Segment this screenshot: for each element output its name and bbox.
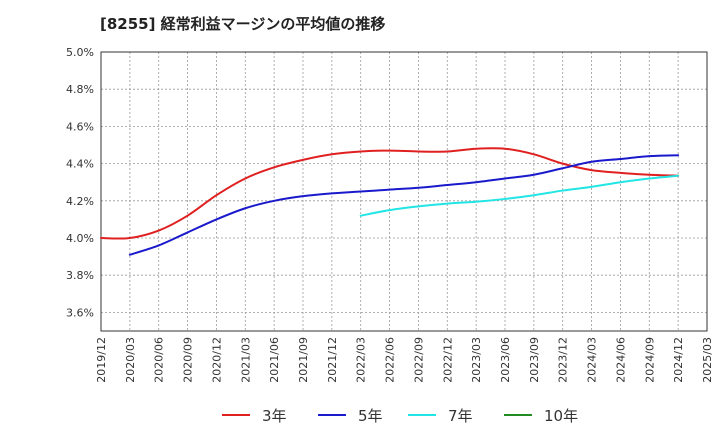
legend-label: 10年: [544, 406, 579, 425]
x-tick-label: 2024/06: [614, 337, 627, 383]
legend-swatch: [408, 414, 436, 416]
chart-title: [8255] 経常利益マージンの平均値の推移: [100, 15, 386, 33]
x-tick-label: 2020/03: [124, 337, 137, 383]
x-tick-label: 2020/12: [210, 337, 223, 383]
y-tick-label: 3.8%: [66, 269, 94, 282]
legend-item: 10年: [504, 402, 578, 428]
plot-area: [101, 52, 707, 331]
x-tick-label: 2023/09: [528, 337, 541, 383]
legend-item: 5年: [318, 402, 383, 428]
x-tick-label: 2021/09: [297, 337, 310, 383]
series-line-5年: [128, 154, 680, 256]
x-tick-label: 2019/12: [95, 337, 108, 383]
y-tick-label: 4.2%: [66, 195, 94, 208]
y-tick-labels: 3.6% 3.8% 4.0% 4.2% 4.4% 4.6% 4.8% 5.0%: [66, 46, 94, 319]
y-tick-label: 4.4%: [66, 158, 94, 171]
x-tick-label: 2025/03: [701, 337, 714, 383]
grid-lines: [100, 51, 708, 331]
x-tick-label: 2021/03: [239, 337, 252, 383]
x-tick-label: 2022/12: [441, 337, 454, 383]
legend-swatch: [222, 414, 250, 416]
x-tick-label: 2024/03: [586, 337, 599, 383]
x-tick-label: 2020/06: [153, 337, 166, 383]
x-tick-label: 2024/12: [672, 337, 685, 383]
series-line-3年: [100, 147, 680, 240]
x-tick-label: 2023/06: [499, 337, 512, 383]
y-tick-label: 5.0%: [66, 46, 94, 59]
x-tick-label: 2022/06: [384, 337, 397, 383]
x-tick-label: 2024/09: [643, 337, 656, 383]
x-tick-label: 2021/12: [326, 337, 339, 383]
series-line-7年: [359, 174, 680, 217]
axes: [100, 51, 708, 332]
x-tick-label: 2020/09: [182, 337, 195, 383]
legend-label: 7年: [448, 406, 473, 425]
legend-item: 3年: [222, 402, 287, 428]
y-tick-label: 3.6%: [66, 306, 94, 319]
x-tick-label: 2021/06: [268, 337, 281, 383]
legend-swatch: [318, 414, 346, 416]
x-tick-label: 2023/03: [470, 337, 483, 383]
legend-swatch: [504, 414, 532, 416]
x-tick-label: 2022/03: [355, 337, 368, 383]
legend-label: 5年: [358, 406, 383, 425]
legend-item: 7年: [408, 402, 473, 428]
x-tick-labels: 2019/12 2020/03 2020/06 2020/09 2020/12 2021/…: [95, 337, 714, 383]
y-tick-label: 4.0%: [66, 232, 94, 245]
legend: 3年 5年 7年 10年: [0, 402, 720, 428]
legend-label: 3年: [262, 406, 287, 425]
x-tick-label: 2022/09: [412, 337, 425, 383]
y-tick-label: 4.8%: [66, 83, 94, 96]
y-tick-label: 4.6%: [66, 120, 94, 133]
series-lines: [100, 147, 680, 256]
line-chart: 3.6% 3.8% 4.0% 4.2% 4.4% 4.6% 4.8% 5.0% 2019/12…: [66, 46, 714, 383]
x-tick-label: 2023/12: [557, 337, 570, 383]
plot-frame: [100, 51, 708, 332]
